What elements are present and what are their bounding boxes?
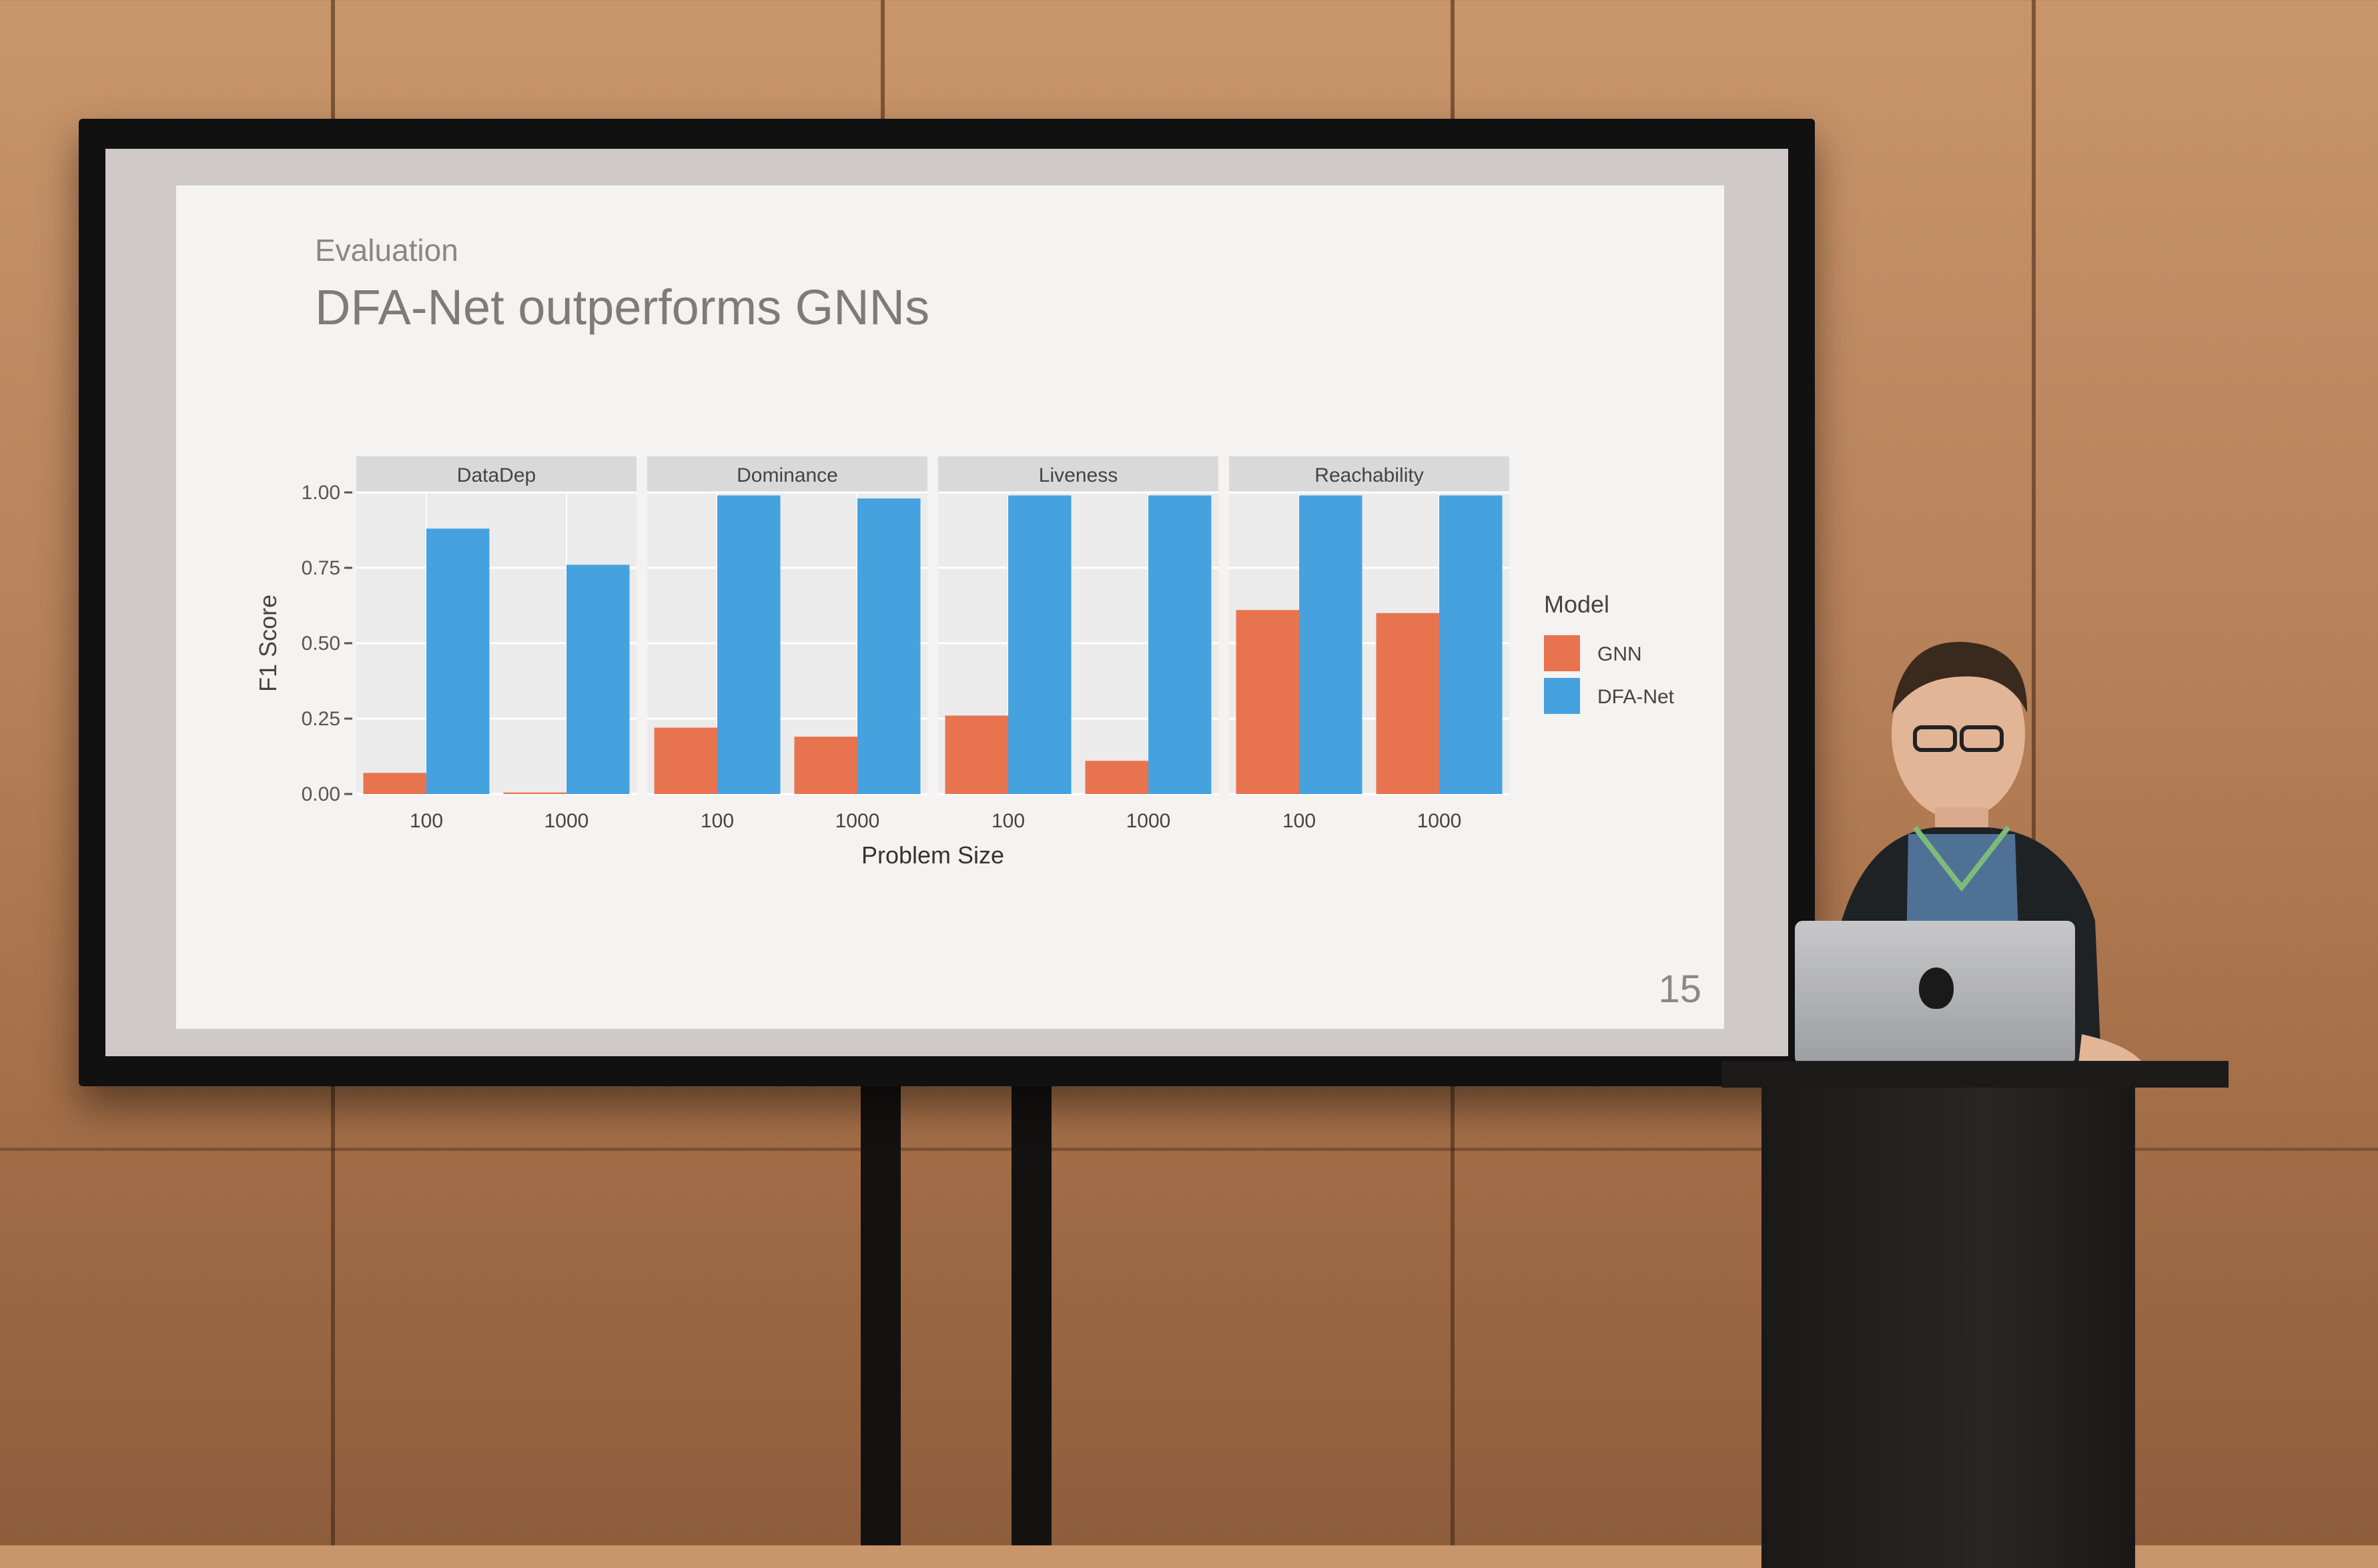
facet-label: DataDep <box>457 464 536 486</box>
x-tick-label: 1000 <box>1126 810 1171 832</box>
x-tick-label: 100 <box>992 810 1025 832</box>
x-tick-label: 1000 <box>835 810 880 832</box>
bar-gnn <box>1236 610 1299 794</box>
bar-dfa-net <box>566 564 630 794</box>
x-tick-label: 100 <box>410 810 443 832</box>
bar-dfa-net <box>857 498 921 794</box>
legend-swatch <box>1544 678 1580 714</box>
y-axis-label: F1 Score <box>254 595 282 692</box>
glasses-icon <box>1913 725 1957 752</box>
bar-gnn <box>1376 613 1439 794</box>
presenter-face <box>1892 649 2025 819</box>
laptop <box>1795 921 2075 1065</box>
x-tick-label: 100 <box>1282 810 1316 832</box>
bar-dfa-net <box>1148 495 1212 794</box>
podium-top <box>1721 1061 2229 1088</box>
y-tick-label: 0.50 <box>302 633 340 655</box>
bar-gnn <box>654 727 717 794</box>
slide-title: DFA-Net outperforms GNNs <box>315 280 930 335</box>
facet-label: Liveness <box>1039 464 1118 486</box>
wall-panel-seam <box>2032 0 2036 1545</box>
bar-gnn <box>503 792 566 794</box>
bar-dfa-net <box>1008 495 1072 794</box>
slide-page-number: 15 <box>1658 967 1701 1011</box>
tv-stand-pole <box>861 1081 901 1545</box>
legend-entry: DFA-Net <box>1597 686 1675 708</box>
podium-body <box>1761 1088 2135 1568</box>
y-tick-label: 1.00 <box>302 482 340 504</box>
apple-logo-icon <box>1919 967 1954 1009</box>
bar-dfa-net <box>1299 495 1362 794</box>
tv-stand-pole <box>1012 1081 1052 1545</box>
x-tick-label: 1000 <box>1417 810 1462 832</box>
facet-label: Reachability <box>1314 464 1423 486</box>
facet-strip <box>938 456 1218 492</box>
facet-label: Dominance <box>737 464 838 486</box>
legend-title: Model <box>1544 591 1609 618</box>
legend-swatch <box>1544 635 1580 671</box>
presentation-slide: Evaluation DFA-Net outperforms GNNs 0.00… <box>176 185 1724 1029</box>
x-tick-label: 100 <box>701 810 734 832</box>
bar-dfa-net <box>426 528 490 794</box>
wall-horizontal-seam <box>0 1148 2378 1151</box>
y-tick-label: 0.00 <box>302 783 340 805</box>
facet-strip <box>1229 456 1509 492</box>
podium <box>1721 1061 2229 1568</box>
bar-gnn <box>794 737 857 794</box>
bar-dfa-net <box>1439 495 1503 794</box>
presenter-hair <box>1892 641 2028 714</box>
x-axis-label: Problem Size <box>861 841 1004 869</box>
y-tick-label: 0.75 <box>302 557 340 579</box>
lanyard <box>1912 825 2011 892</box>
f1-score-bar-chart: 0.00 0.25 0.50 0.75 1.00 F1 Score DataDep 100 10… <box>254 456 1675 869</box>
bar-dfa-net <box>717 495 781 794</box>
slide-section-label: Evaluation <box>315 233 458 268</box>
y-tick-label: 0.25 <box>302 708 340 730</box>
facet-strip <box>356 456 637 492</box>
bar-gnn <box>945 715 1008 794</box>
facet-strip <box>647 456 927 492</box>
legend-entry: GNN <box>1597 643 1642 665</box>
x-tick-label: 1000 <box>544 810 589 832</box>
bar-gnn <box>1085 761 1148 794</box>
bar-gnn <box>363 773 426 794</box>
